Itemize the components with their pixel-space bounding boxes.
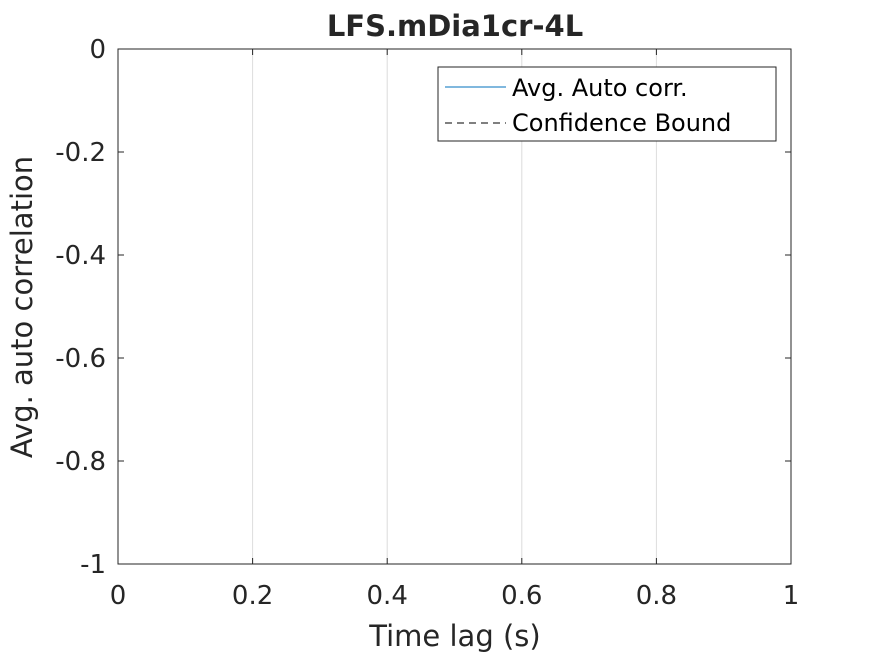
y-tick-label: -0.8 — [55, 447, 106, 477]
y-tick-label: -0.4 — [55, 241, 106, 271]
x-tick-label: 1 — [783, 581, 800, 611]
y-tick-label: -1 — [80, 550, 106, 580]
legend-box — [437, 66, 777, 142]
x-tick-label: 0.6 — [501, 581, 542, 611]
chart-title: LFS.mDia1cr-4L — [327, 9, 583, 43]
axes-box — [117, 48, 792, 565]
tick-marks — [117, 48, 792, 565]
x-tick-label: 0.4 — [367, 581, 408, 611]
x-tick-label: 0.8 — [636, 581, 677, 611]
y-axis-label: Avg. auto correlation — [5, 156, 39, 458]
x-tick-labels: 0 0.2 0.4 0.6 0.8 1 — [110, 581, 800, 611]
y-tick-label: -0.6 — [55, 344, 106, 374]
legend-label-avg-auto-corr: Avg. Auto corr. — [512, 74, 688, 102]
x-tick-label: 0.2 — [232, 581, 273, 611]
y-tick-label: 0 — [89, 35, 106, 65]
legend: Avg. Auto corr. Confidence Bound — [437, 66, 777, 142]
legend-label-confidence-bound: Confidence Bound — [512, 109, 731, 137]
y-tick-label: -0.2 — [55, 138, 106, 168]
y-tick-labels: 0 -0.2 -0.4 -0.6 -0.8 -1 — [55, 35, 106, 580]
x-axis-label: Time lag (s) — [368, 619, 540, 653]
x-tick-label: 0 — [110, 581, 127, 611]
